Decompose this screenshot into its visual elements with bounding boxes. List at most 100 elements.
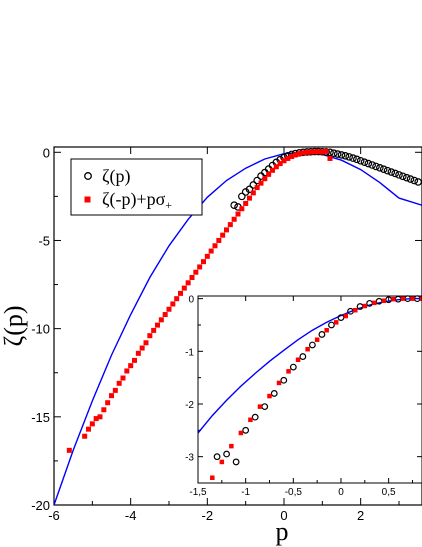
shifted-zeta-point [201,259,206,265]
zeta-point [356,156,365,165]
zeta-point [372,162,380,171]
shifted-zeta-point [304,149,310,155]
shifted-zeta-point [82,433,88,439]
zeta-point [360,158,369,166]
zeta-point [232,458,240,466]
shifted-zeta-point [353,307,358,313]
zeta-point [337,151,346,159]
shifted-zeta-point [410,296,415,301]
zeta-point [318,331,326,338]
x-tick-label: -2 [202,508,214,523]
shifted-zeta-point [333,320,339,325]
main-tick-labels: -6 -4 -2 0 20-5-10-15-20 [31,145,364,523]
shifted-zeta-point [327,155,333,161]
shifted-zeta-point [204,253,210,259]
shifted-zeta-point [219,459,225,465]
shifted-zeta-point [250,190,256,196]
shifted-zeta-point [295,357,301,362]
shifted-zeta-point [247,195,252,201]
x-tick-label: -1 [241,487,250,498]
shifted-zeta-point [289,154,295,160]
y-tick-label: -1 [185,347,194,358]
shifted-zeta-point [210,475,215,480]
shifted-zeta-point [266,171,272,177]
shifted-zeta-point [181,285,187,291]
shifted-zeta-point [105,400,111,406]
zeta-point [308,341,316,349]
shifted-zeta-point [170,301,176,307]
x-tick-label: 0 [280,508,287,523]
shifted-zeta-point [324,327,329,333]
shifted-zeta-point [112,387,118,393]
shifted-zeta-point [312,149,318,155]
shifted-zeta-point [372,300,377,306]
zeta-point [391,169,399,178]
shifted-zeta-point [216,237,222,243]
inset-tick-labels: -1,5 -1 -0,5 0 0,5 0 -1 -2 -3 [185,295,396,498]
zeta-point [399,172,407,181]
shifted-zeta-point [166,306,172,312]
shifted-zeta-point [132,357,137,363]
shifted-zeta-point [86,426,91,432]
shifted-zeta-point [97,414,103,420]
shifted-zeta-point [293,152,298,158]
legend-label-shifted-main: ζ(-p)+pσ [102,189,166,210]
inset-plot-frame [197,295,422,484]
shifted-zeta-point [147,333,153,339]
shifted-zeta-point [243,200,249,206]
shifted-zeta-point [381,298,387,303]
shifted-zeta-point [258,180,264,186]
shifted-zeta-point [267,393,272,399]
y-tick-label: 0 [188,295,194,306]
y-axis-title: ζ(p) [0,305,28,346]
zeta-point [270,390,278,397]
shifted-zeta-point [248,417,253,423]
shifted-zeta-point [116,380,122,386]
y-tick-label: -3 [185,453,194,464]
zeta-point [364,159,373,168]
shifted-zeta-point [316,149,321,155]
shifted-zeta-point [155,322,160,328]
shifted-zeta-point [276,380,282,386]
y-tick-label: -20 [31,498,50,513]
zeta-point [253,176,261,185]
x-tick-label: -4 [125,508,137,523]
shifted-zeta-point [109,393,114,399]
shifted-zeta-point [231,216,237,222]
y-tick-label: 0 [43,145,50,160]
x-tick-label: -0,5 [285,487,303,498]
zeta-point [230,201,238,209]
y-tick-label: -2 [185,400,194,411]
shifted-zeta-point [262,176,268,182]
shifted-zeta-point [139,345,145,351]
shifted-zeta-point [162,312,168,318]
shifted-zeta-point [277,161,283,167]
zeta-point [379,165,388,174]
zeta-point [280,376,288,384]
zeta-point [410,176,419,185]
shifted-zeta-point [254,185,260,191]
shifted-zeta-point [66,447,72,453]
fit-curve-line [197,297,422,434]
shifted-zeta-point [143,340,149,346]
shifted-zeta-point [185,280,191,286]
zeta-point [383,166,392,175]
legend: ζ(p) ζ(-p)+pσ+ [70,158,203,216]
zeta-point [289,363,297,371]
inset-background [198,296,422,483]
zeta-point [333,150,342,158]
zeta-point [330,149,338,157]
shifted-zeta-point [273,164,279,170]
zeta-point [376,164,384,172]
y-tick-label: -10 [31,322,50,337]
shifted-zeta-point [178,290,183,296]
shifted-zeta-point [212,243,218,249]
shifted-zeta-point [224,227,229,233]
shifted-zeta-point [151,327,157,333]
shifted-zeta-point [93,416,99,422]
shifted-zeta-point [89,421,95,427]
main-plot-frame [53,146,422,506]
zeta-point [328,321,335,329]
